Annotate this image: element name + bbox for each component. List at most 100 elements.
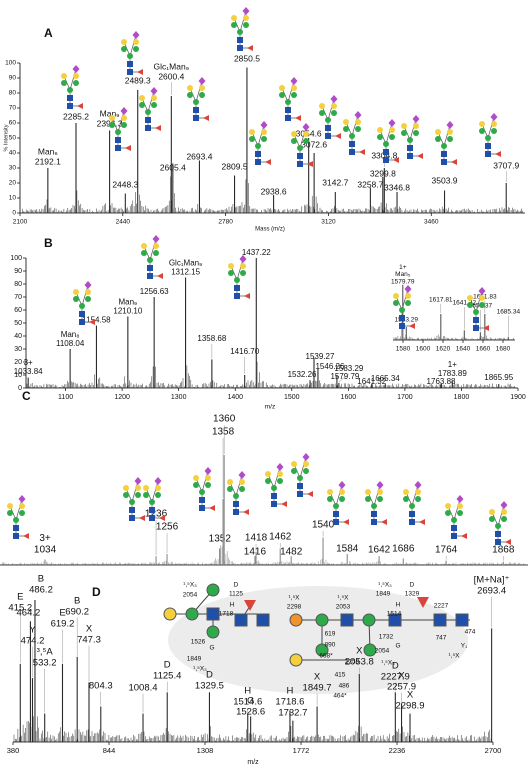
y-tick-label: 80 xyxy=(9,90,17,97)
galactose xyxy=(239,479,245,485)
mannose xyxy=(145,109,151,115)
mannose xyxy=(355,126,361,132)
peak-label: 1764 xyxy=(435,545,458,556)
mannose xyxy=(409,503,415,509)
fucose xyxy=(159,515,165,521)
diagram-label: H xyxy=(230,602,235,609)
peak-label: 486.2 xyxy=(29,585,53,596)
galactose xyxy=(365,489,371,495)
diagram-label: ¹,⁵X xyxy=(448,653,460,660)
diagram-label: 1329 xyxy=(405,591,420,598)
glcnac xyxy=(127,61,133,67)
mannose xyxy=(393,300,399,306)
galactose xyxy=(143,485,149,491)
glcnac xyxy=(451,525,457,531)
galactose xyxy=(489,509,495,515)
mannose xyxy=(205,482,211,488)
peak-annotation: 3+ xyxy=(24,358,33,367)
peak-label: 2227.9 xyxy=(381,672,410,683)
peak-label: 1661.83 xyxy=(473,294,497,301)
glcnac xyxy=(473,317,479,323)
galactose xyxy=(123,485,129,491)
mannose xyxy=(413,130,419,136)
y-tick-label: 10 xyxy=(9,195,17,202)
peak-label: 1125.4 xyxy=(153,671,181,682)
galactose xyxy=(187,85,193,91)
fucose xyxy=(483,325,489,331)
glycan-icon xyxy=(193,467,215,511)
mannose xyxy=(485,135,491,141)
x-tick-label: 2780 xyxy=(218,219,233,226)
galactose xyxy=(393,293,399,299)
galactose xyxy=(339,489,345,495)
peak-label: 1583.29 xyxy=(395,317,419,324)
diagram-galactose xyxy=(163,607,177,621)
galactose xyxy=(415,489,421,495)
mannose xyxy=(383,141,389,147)
x-tick-label: 1200 xyxy=(114,394,130,401)
x-tick-label: 2700 xyxy=(485,746,502,755)
peak-annotation: H xyxy=(244,686,251,697)
galactose xyxy=(377,489,383,495)
galactose xyxy=(331,103,337,109)
x-tick-label: 2100 xyxy=(13,219,28,226)
mannose xyxy=(501,516,507,522)
diagram-label: 890 xyxy=(325,642,336,649)
mannose xyxy=(193,99,199,105)
diagram-glcnac xyxy=(234,613,248,627)
peak-annotation: X xyxy=(407,690,414,701)
mannose xyxy=(479,302,485,308)
sialic-acid xyxy=(388,119,396,127)
galactose xyxy=(228,263,234,269)
glycan-icon xyxy=(291,453,313,497)
fucose xyxy=(244,293,250,299)
sialic-acid xyxy=(446,121,454,129)
glcnac xyxy=(297,153,303,159)
mannose xyxy=(447,136,453,142)
peak-annotation: Glc₁Man₉ xyxy=(154,61,190,71)
mannose xyxy=(187,92,193,98)
galactose xyxy=(479,295,485,301)
glycan-icon xyxy=(291,123,313,167)
diagram-glcnac xyxy=(206,607,220,621)
glcnac xyxy=(233,501,239,507)
sialic-acid xyxy=(302,453,310,461)
mannose xyxy=(389,134,395,140)
fucose xyxy=(157,273,163,279)
mannose xyxy=(291,92,297,98)
galactose xyxy=(133,39,139,45)
mannose xyxy=(271,485,277,491)
sialic-acid xyxy=(84,281,92,289)
sialic-acid xyxy=(120,107,128,115)
peak-label: 2192.1 xyxy=(35,156,61,166)
glcnac xyxy=(349,149,355,155)
peak-label: 1312.15 xyxy=(171,268,200,277)
peak-label: 1584 xyxy=(336,544,359,555)
peak-label: 464.2 xyxy=(17,608,41,619)
glycan-icon xyxy=(231,7,253,51)
x-tick-label: 1400 xyxy=(227,394,243,401)
glcnac xyxy=(129,507,135,513)
mannose xyxy=(249,136,255,142)
x-axis-label: m/z xyxy=(247,759,259,766)
x-tick-label: 1500 xyxy=(284,394,300,401)
peak-label: 1358.68 xyxy=(197,334,226,343)
peak-label: 2693.4 xyxy=(186,151,212,161)
glcnac xyxy=(115,145,121,151)
peak-label: 1865.95 xyxy=(484,373,513,382)
mannose xyxy=(199,92,205,98)
mannose xyxy=(79,303,85,309)
peak-label: 1256.63 xyxy=(140,287,169,296)
fucose xyxy=(243,509,249,515)
peak-annotation: G xyxy=(247,696,254,707)
peak-label: 1685.34 xyxy=(497,309,521,316)
sialic-acid xyxy=(330,95,338,103)
glcnac xyxy=(485,143,491,149)
galactose xyxy=(73,289,79,295)
fucose xyxy=(265,159,271,165)
mannose xyxy=(467,302,473,308)
diagram-label: ¹,⁵X₃ xyxy=(183,582,197,589)
glcnac xyxy=(297,483,303,489)
mannose xyxy=(303,468,309,474)
mannose xyxy=(407,137,413,143)
